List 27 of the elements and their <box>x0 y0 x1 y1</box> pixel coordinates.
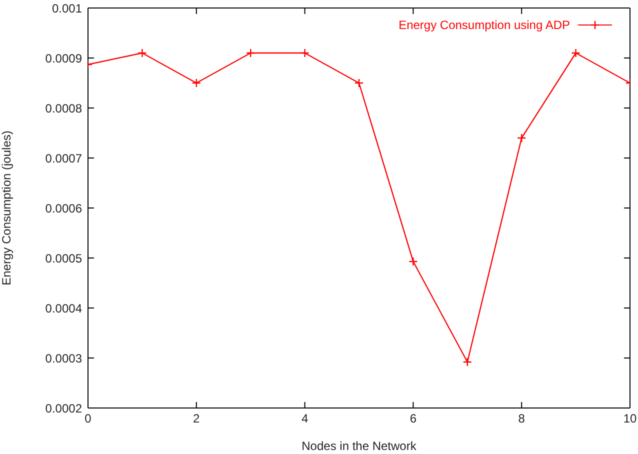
y-tick-label: 0.001 <box>52 1 82 16</box>
x-tick-label: 0 <box>84 412 92 426</box>
point <box>138 48 147 58</box>
y-tick-label: 0.0005 <box>45 251 82 266</box>
point <box>408 256 418 266</box>
y-tick-label: 0.0002 <box>45 401 82 416</box>
x-tick-label: 8 <box>518 412 526 426</box>
y-tick-label: 0.0006 <box>45 201 82 216</box>
point <box>246 48 256 58</box>
point <box>517 133 526 143</box>
x-tick-label: 4 <box>301 412 308 426</box>
point <box>571 48 580 58</box>
point <box>462 357 472 367</box>
y-axis-title: Energy Consumption (joules) <box>0 130 14 286</box>
x-tick-label: 2 <box>193 412 200 426</box>
y-tick-label: 0.0008 <box>45 101 82 116</box>
point <box>300 48 310 58</box>
point <box>354 78 364 88</box>
y-tick-label: 0.0003 <box>45 351 82 366</box>
x-axis-title: Nodes in the Network <box>302 439 418 453</box>
y-tick-label: 0.0007 <box>45 151 82 166</box>
legend-label: Energy Consumption using ADP <box>398 18 570 32</box>
y-tick-label: 0.0004 <box>45 301 82 316</box>
point <box>192 78 201 88</box>
x-tick-label: 10 <box>623 412 637 426</box>
x-tick-label: 6 <box>410 412 417 426</box>
y-tick-label: 0.0009 <box>45 51 82 66</box>
